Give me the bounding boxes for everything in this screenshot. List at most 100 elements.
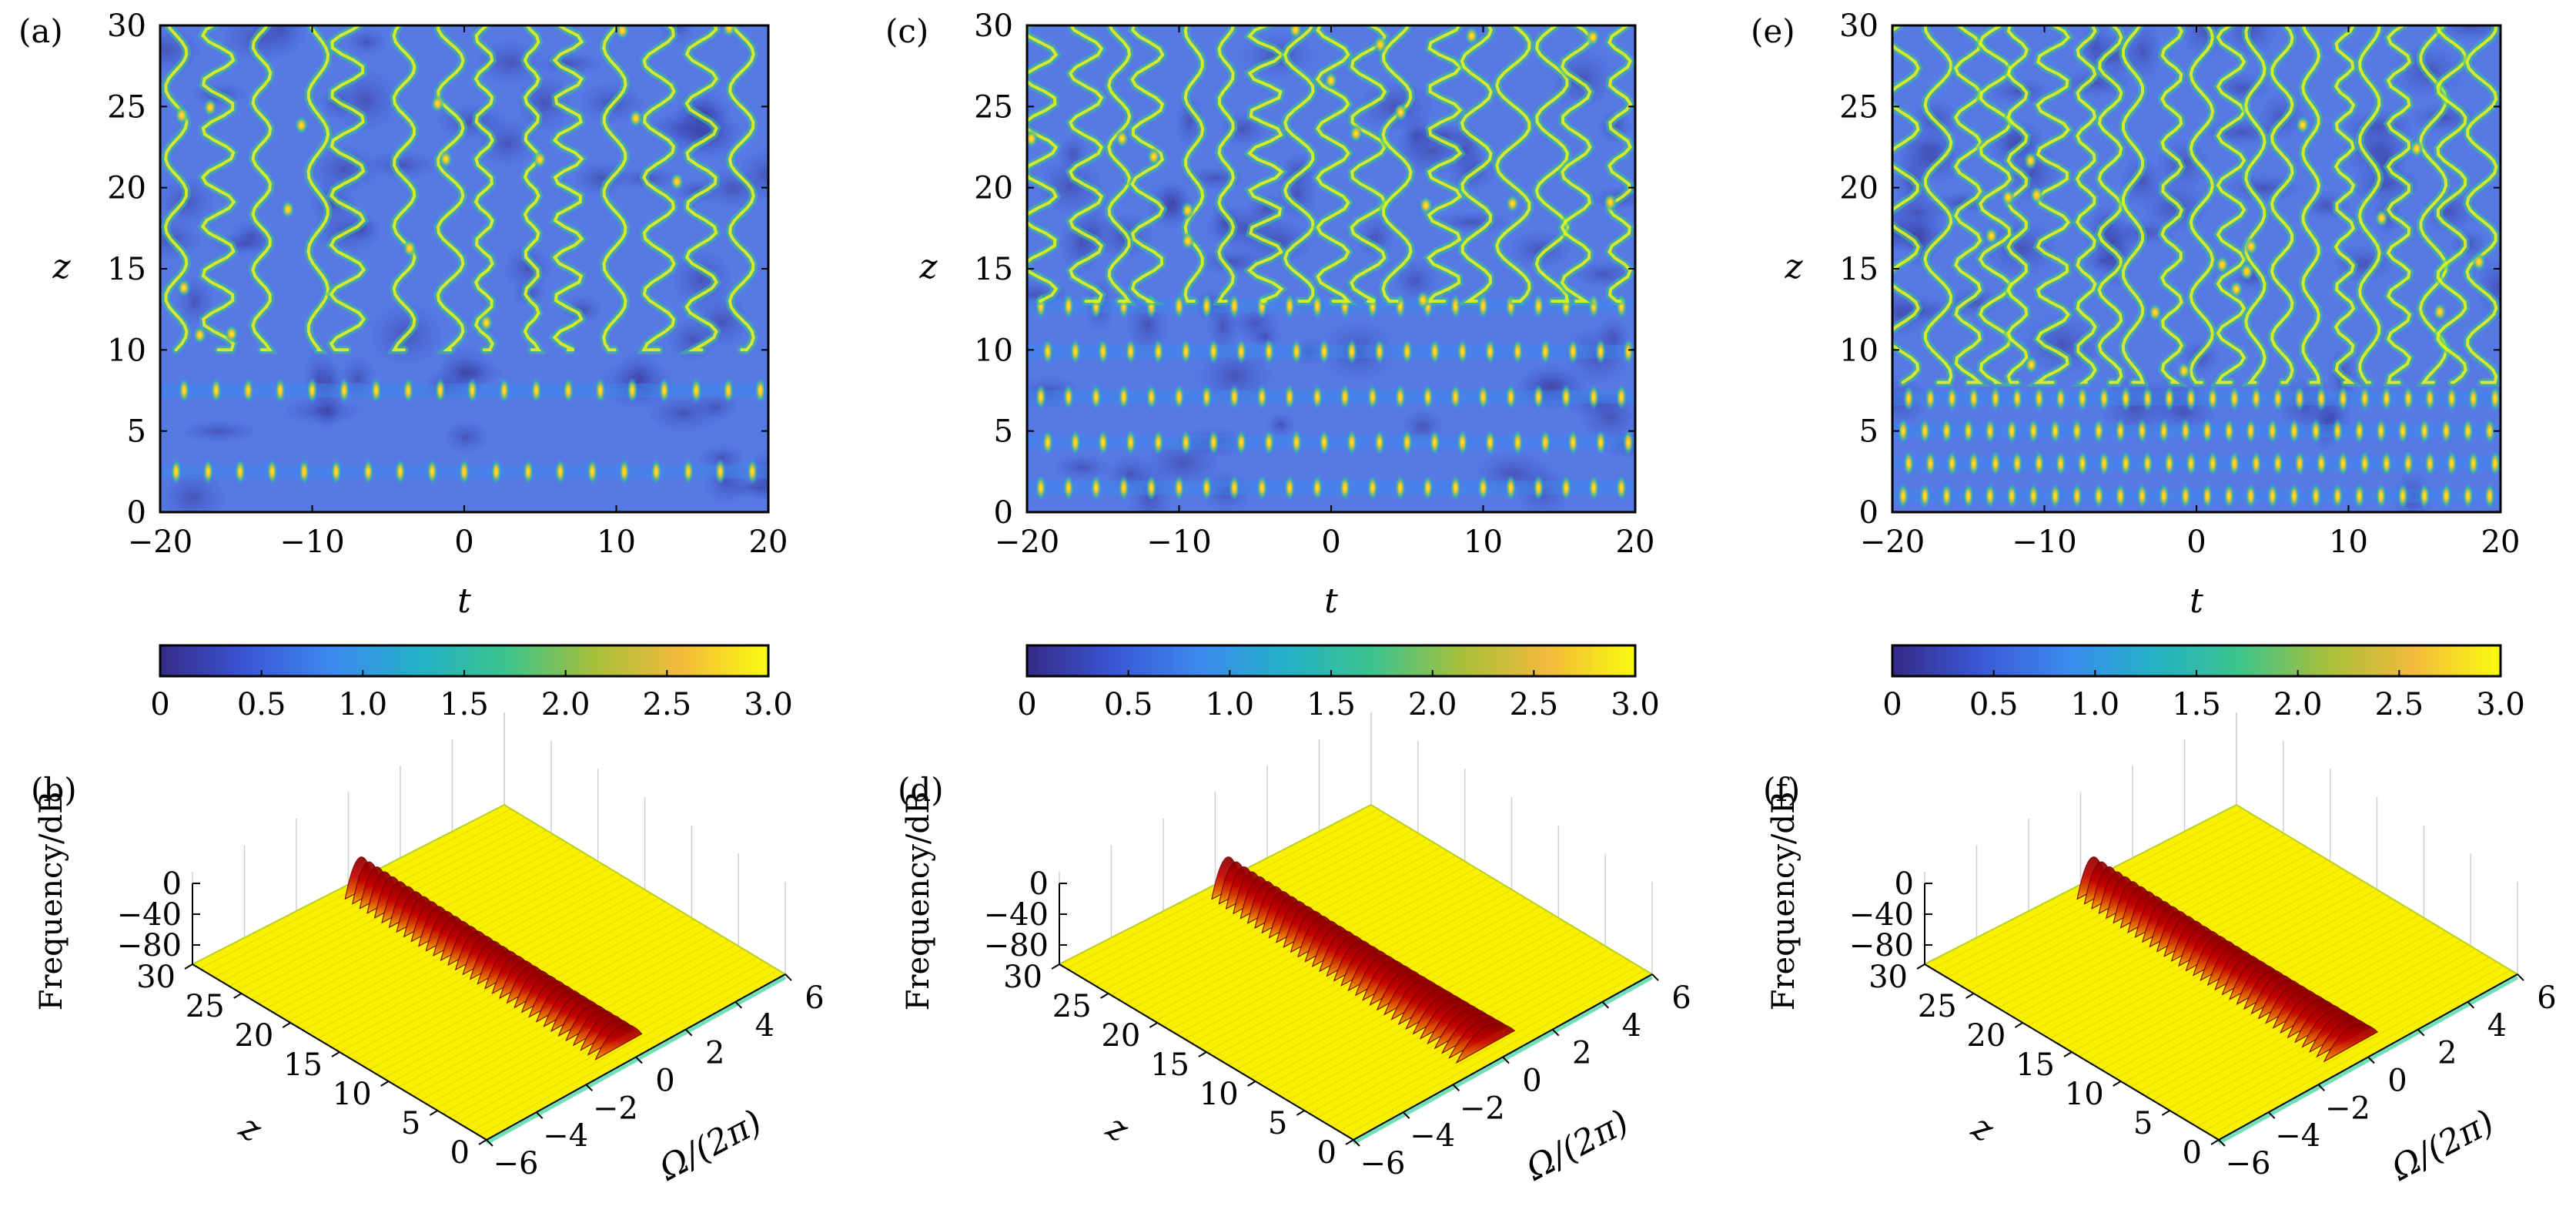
heatmap-spot	[2202, 417, 2213, 444]
heatmap-filament	[329, 25, 366, 352]
heatmap-peak	[2244, 237, 2259, 256]
y-tick-label: 5	[127, 414, 146, 450]
heatmap-spot	[1062, 384, 1074, 410]
heatmap-filament	[251, 25, 273, 352]
colorbar-tick-label: 0.5	[1969, 687, 2019, 722]
heatmap-spot	[1567, 429, 1579, 456]
heatmap-spot	[1394, 474, 1406, 501]
heatmap-spot	[587, 458, 598, 485]
surface-hatch	[2211, 969, 2511, 1136]
heatmap-spot	[1505, 384, 1517, 410]
z-tick-label: 15	[283, 1047, 323, 1083]
heatmap-spot	[1540, 338, 1551, 365]
z-tick-label: 0	[450, 1135, 470, 1171]
heatmap-spot	[1062, 293, 1074, 320]
heatmap-spot	[1035, 474, 1046, 501]
heatmap-spot	[1208, 429, 1219, 456]
db-tick-label: −80	[117, 928, 182, 963]
heatmap-spot	[1484, 429, 1496, 456]
heatmap-peak	[1180, 201, 1195, 220]
y-tick-label: 25	[974, 89, 1013, 125]
heatmap-spot	[1146, 384, 1157, 410]
heatmap-spot	[2337, 450, 2349, 477]
heatmap-spot	[1512, 429, 1524, 456]
z-tick	[2014, 1022, 2023, 1028]
heatmap-valley	[311, 358, 346, 408]
heatmap-spot	[2028, 482, 2039, 509]
heatmap-spot	[2071, 417, 2083, 444]
db-tick-label: 0	[162, 866, 182, 902]
x-tick-label: 10	[2329, 524, 2368, 560]
heatmap-spot	[1588, 384, 1600, 410]
heatmap-peak	[533, 150, 547, 169]
heatmap-filament	[436, 25, 465, 352]
heatmap-spot	[2028, 417, 2039, 444]
heatmap-filament	[1216, 25, 1236, 303]
heatmap-filament	[1534, 25, 1570, 303]
heatmap-spot	[1284, 293, 1296, 320]
z-tick-label: 0	[1317, 1135, 1337, 1171]
heatmap-spot	[2403, 385, 2414, 412]
heatmap-spot	[1173, 474, 1185, 501]
heatmap-spot	[2207, 385, 2219, 412]
heatmap-spot	[1229, 384, 1240, 410]
y-tick-label: 30	[974, 8, 1013, 44]
heatmap-spot	[1319, 338, 1330, 365]
y-tick-label: 10	[1839, 333, 1878, 368]
heatmap-valley	[1319, 318, 1397, 385]
omega-tick-label: −6	[2226, 1146, 2271, 1181]
heatmap-spot	[1946, 385, 1958, 412]
panel-label: (b)	[31, 771, 77, 809]
z-tick	[1198, 1051, 1207, 1057]
z-axis-label: z	[1099, 1107, 1136, 1151]
heatmap-spot	[1898, 482, 1909, 509]
x-tick-label: 10	[597, 524, 636, 560]
z-tick	[1296, 1110, 1305, 1116]
heatmap-row-band	[1027, 390, 1635, 404]
heatmap-spot	[2076, 385, 2088, 412]
omega-tick-label: 2	[705, 1036, 724, 1071]
y-tick-label: 0	[127, 495, 146, 531]
heatmap-spot	[243, 377, 254, 404]
heatmap-spot	[2267, 417, 2278, 444]
omega-tick-label: −2	[2325, 1091, 2370, 1126]
noise-floor-edge	[1352, 975, 1654, 1145]
colorbar-tick-label: 0	[1017, 687, 1036, 722]
z-tick	[1247, 1081, 1256, 1087]
colorbar-tick-label: 0.5	[237, 687, 286, 722]
heatmap-spot	[1201, 384, 1213, 410]
heatmap-spot	[2380, 450, 2392, 477]
heatmap-peak	[1146, 147, 1161, 166]
heatmap-peak	[2001, 188, 2016, 207]
heatmap-spot	[2467, 385, 2479, 412]
noise-floor-edge	[2217, 975, 2519, 1145]
y-tick-label: 30	[107, 8, 146, 44]
heatmap-spot	[2462, 482, 2474, 509]
y-tick-label: 0	[1859, 495, 1878, 531]
z-axis-label: z	[233, 1107, 269, 1151]
heatmap-peak	[1349, 124, 1363, 143]
omega-axis-line	[1353, 973, 1653, 1141]
x-tick-label: 20	[1616, 524, 1655, 560]
heatmap-valley	[1265, 411, 1296, 438]
heatmap-filament	[2244, 25, 2267, 384]
heatmap-peak	[2409, 139, 2424, 159]
heatmap-valley	[502, 243, 554, 293]
heatmap-filament	[1381, 25, 1413, 303]
heatmap-spot	[2049, 482, 2061, 509]
heatmap-spot	[2033, 385, 2045, 412]
heatmap-spot	[403, 377, 414, 404]
heatmap-filament	[552, 25, 584, 352]
heatmap-spot	[1062, 474, 1074, 501]
heatmap-spot	[1903, 385, 1915, 412]
heatmap-spot	[1588, 293, 1600, 320]
heatmap-spot	[1229, 293, 1240, 320]
omega-tick	[2517, 973, 2524, 981]
heatmap-spot	[1941, 482, 1952, 509]
heatmap-filament	[1246, 25, 1284, 303]
heatmap-spot	[2375, 417, 2387, 444]
heatmap-spot	[1346, 429, 1357, 456]
heatmap-spot	[330, 458, 342, 485]
x-tick-label: −20	[1860, 524, 1925, 560]
z-axis-label: z	[1965, 1107, 2001, 1151]
